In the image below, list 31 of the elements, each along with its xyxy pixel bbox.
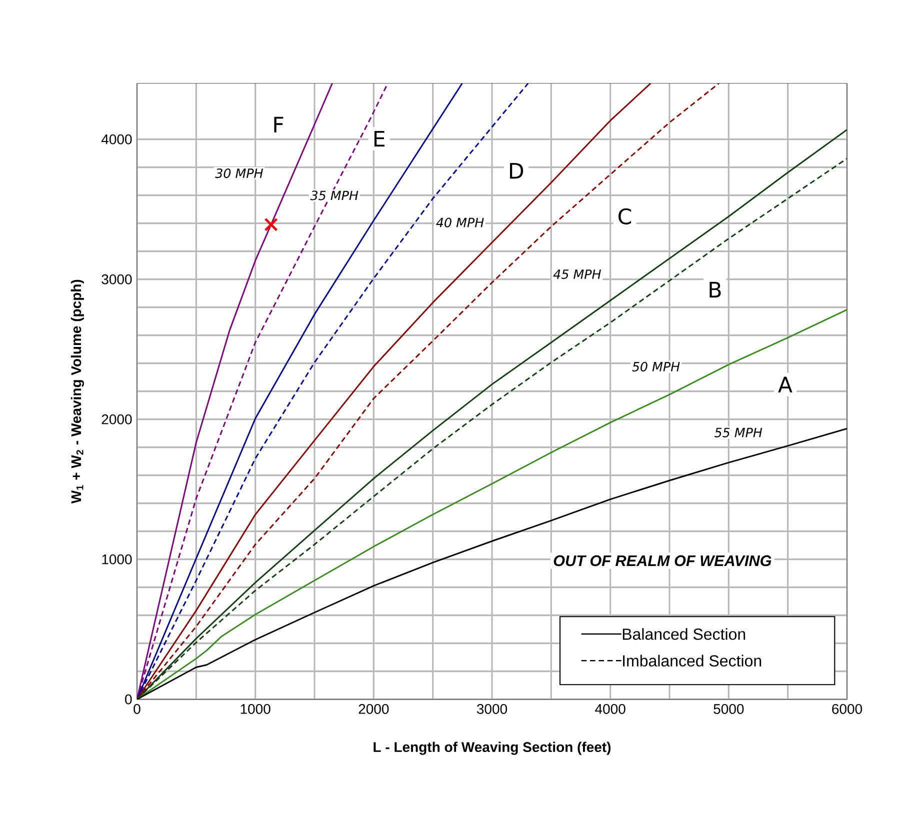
x-tick-label: 0: [134, 704, 140, 714]
y-tick-label: 3000: [102, 274, 132, 284]
x-tick-label: 4000: [595, 704, 626, 714]
annotation: A: [778, 376, 792, 392]
x-tick-label: 5000: [714, 704, 744, 714]
x-tick-label: 1000: [240, 704, 270, 714]
annotation: 45 MPH: [553, 270, 601, 279]
annotation: F: [274, 116, 284, 132]
annotation: B: [710, 282, 721, 298]
y-tick-label: 4000: [101, 134, 132, 144]
y-tick-label: 1000: [102, 554, 132, 564]
line-series: [137, 308, 847, 700]
annotation: 50 MPH: [632, 362, 680, 372]
x-tick-label: 2000: [358, 704, 389, 714]
annotation: C: [618, 208, 632, 224]
x-tick-label: 3000: [476, 704, 508, 714]
annotation: 55 MPH: [714, 428, 762, 438]
y-axis-title: W$_{1}$ + W$_{2}$ - Weaving Volume (pcph): [70, 280, 84, 504]
annotation: D: [510, 163, 524, 179]
x-tick-label: 6000: [832, 704, 862, 714]
annotation: Balanced Section: [622, 628, 746, 640]
line-series: [137, 428, 847, 700]
annotation: Imbalanced Section: [623, 654, 762, 667]
x-axis-title: L - Length of Weaving Section (feet): [374, 742, 611, 755]
y-tick-label: 0: [125, 694, 132, 704]
annotation: E: [374, 130, 384, 147]
annotation: 35 MPH: [310, 190, 358, 200]
annotation: 40 MPH: [436, 218, 484, 228]
y-tick-label: 2000: [102, 414, 132, 424]
annotation: 30 MPH: [215, 168, 263, 178]
annotation: OUT OF REALM OF WEAVING: [554, 555, 772, 566]
